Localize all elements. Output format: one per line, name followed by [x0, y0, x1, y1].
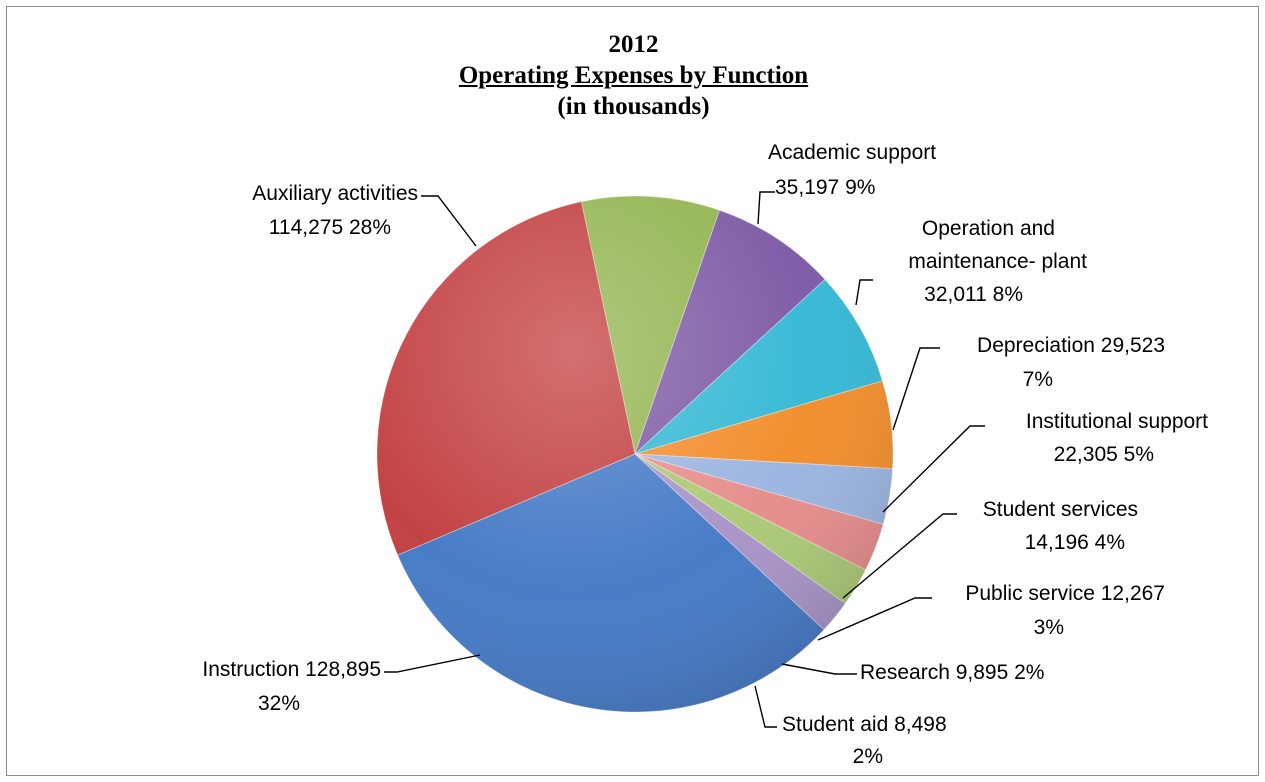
- data-label-student-aid-line-1: Student aid 8,498: [782, 713, 947, 736]
- data-label-operation-and-maintenance-plant-line-3: 32,011 8%: [924, 283, 1023, 306]
- leader-line-depreciation: [892, 347, 940, 431]
- data-label-student-services-line-2: 14,196 4%: [1025, 531, 1125, 554]
- data-label-student-aid-line-2: 2%: [853, 745, 883, 768]
- data-label-institutional-support-line-2: 22,305 5%: [1054, 443, 1154, 466]
- data-label-public-service-line-1: Public service 12,267: [965, 582, 1165, 605]
- title-main: Operating Expenses by Function: [458, 62, 809, 89]
- leader-line-institutional-support: [882, 425, 985, 513]
- data-label-depreciation-line-1: Depreciation 29,523: [977, 334, 1165, 357]
- chart-title: 2012 Operating Expenses by Function (in …: [7, 29, 1260, 122]
- data-label-depreciation-line-2: 7%: [1023, 368, 1053, 391]
- leader-line-student-aid: [754, 685, 777, 728]
- data-label-academic-support-line-1: Academic support: [768, 141, 936, 164]
- data-label-research-line-1: Research 9,895 2%: [860, 661, 1044, 684]
- leader-line-operation-and-maintenance-plant: [855, 279, 873, 306]
- leader-line-auxiliary-activities: [421, 195, 477, 247]
- data-label-institutional-support-line-1: Institutional support: [1026, 410, 1208, 433]
- leader-line-public-service: [817, 597, 932, 641]
- data-label-auxiliary-activities-line-2: 114,275 28%: [269, 216, 391, 239]
- leader-line-instruction: [384, 654, 481, 673]
- data-label-academic-support-line-2: 35,197 9%: [775, 176, 875, 199]
- leader-line-student-services: [842, 513, 957, 599]
- leader-line-research: [781, 663, 857, 675]
- data-label-instruction-line-1: Instruction 128,895: [202, 658, 381, 681]
- title-year: 2012: [608, 31, 659, 58]
- data-label-operation-and-maintenance-plant-line-2: maintenance- plant: [908, 250, 1087, 273]
- data-label-instruction-line-2: 32%: [258, 692, 300, 715]
- data-label-public-service-line-2: 3%: [1034, 616, 1064, 639]
- title-units: (in thousands): [557, 93, 710, 120]
- leader-line-academic-support: [757, 191, 775, 225]
- data-label-operation-and-maintenance-plant-line-1: Operation and: [922, 217, 1055, 240]
- data-label-student-services-line-1: Student services: [983, 498, 1138, 521]
- data-label-auxiliary-activities-line-1: Auxiliary activities: [252, 182, 418, 205]
